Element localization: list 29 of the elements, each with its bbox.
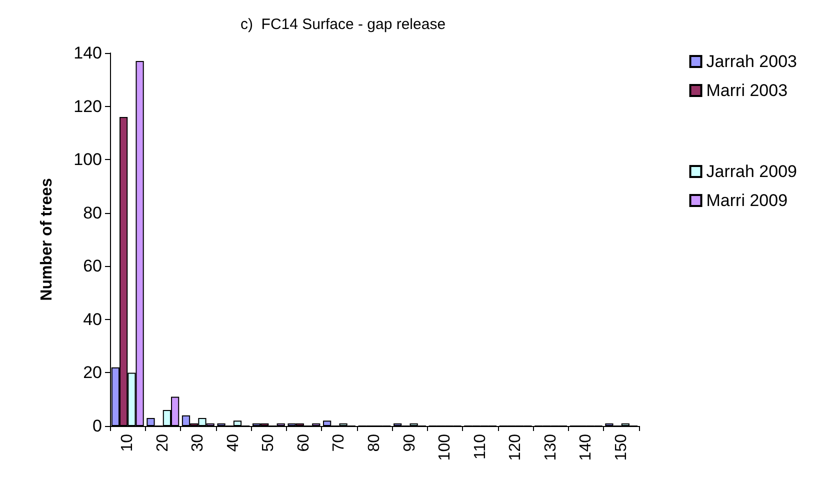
y-tick-label: 100 [74, 150, 102, 170]
y-tick-label: 80 [83, 203, 102, 222]
x-tick-label: 130 [542, 434, 560, 461]
x-tick-label: 70 [330, 434, 348, 452]
x-tick-label: 100 [436, 434, 454, 461]
x-tick-label: 50 [260, 434, 278, 452]
x-tick-label: 80 [366, 434, 383, 452]
legend-label: Marri 2003 [706, 81, 788, 100]
x-tick-label: 150 [612, 434, 630, 461]
legend-label: Jarrah 2009 [706, 162, 798, 181]
x-tick-label: 90 [401, 434, 418, 452]
x-tick-label: 60 [295, 434, 312, 452]
y-tick-label: 120 [74, 96, 102, 116]
y-axis-title: Number of trees [38, 178, 56, 301]
x-tick-label: 140 [578, 434, 595, 461]
x-tick-label: 40 [224, 434, 242, 452]
x-tick-label: 110 [472, 434, 489, 460]
y-tick-label: 40 [83, 310, 102, 329]
x-tick-label: 120 [507, 434, 524, 461]
x-tick-label: 30 [190, 434, 207, 452]
y-tick-label: 0 [92, 416, 102, 436]
x-tick-label: 10 [119, 434, 136, 452]
y-tick-label: 140 [74, 44, 102, 62]
x-tick-label: 20 [154, 434, 172, 452]
legend-label: Jarrah 2003 [706, 52, 798, 71]
y-tick-label: 60 [83, 256, 102, 276]
chart-title: c) FC14 Surface - gap release [240, 16, 446, 33]
y-tick-label: 20 [83, 363, 102, 382]
legend-label: Marri 2009 [706, 191, 788, 210]
